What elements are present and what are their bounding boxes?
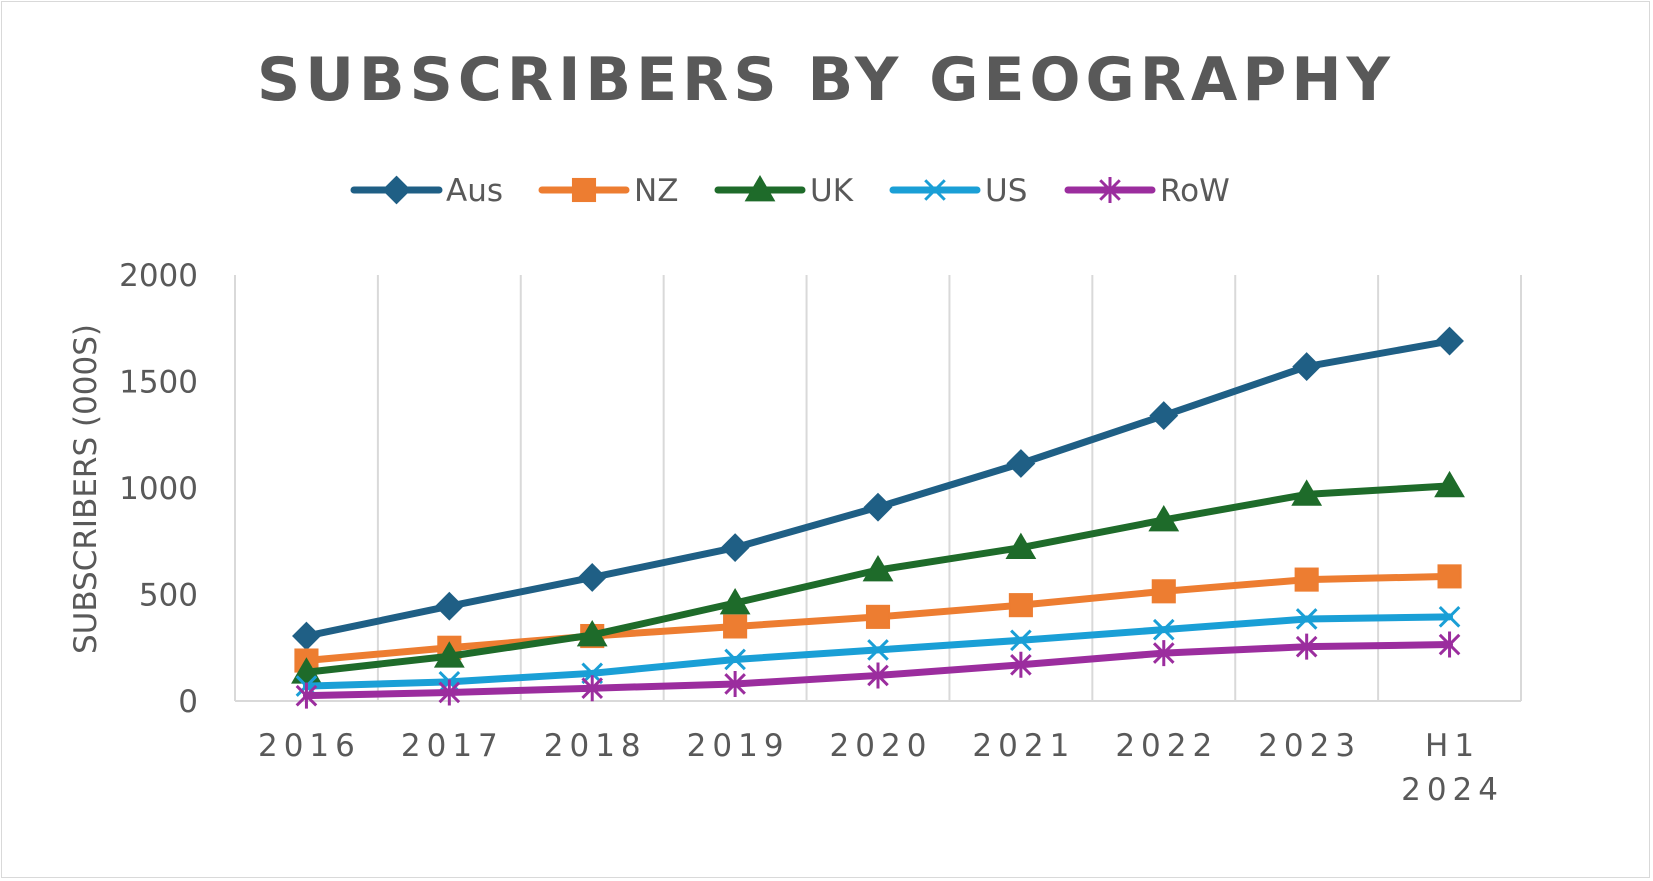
data-point-nz (723, 614, 748, 639)
data-point-uk (576, 619, 608, 647)
x-tick-label: 2021 (972, 728, 1075, 764)
data-point-us (1295, 608, 1318, 630)
x-tick-label: H1 2024 (1401, 728, 1504, 808)
legend-marker (1099, 177, 1121, 203)
data-point-nz (1437, 564, 1462, 589)
x-tick-label: 2016 (258, 728, 361, 764)
x-tick-label: 2022 (1115, 728, 1218, 764)
data-point-row (581, 675, 604, 702)
series-row (295, 631, 1461, 709)
x-tick-label: 2019 (687, 728, 790, 764)
y-tick-label: 500 (139, 578, 198, 614)
legend-item-row: RoW (1064, 173, 1230, 209)
legend-marker (924, 179, 946, 201)
data-point-aus (577, 563, 607, 592)
data-point-row (1152, 640, 1175, 667)
data-point-row (867, 662, 889, 689)
data-point-aus (1435, 326, 1464, 356)
gridlines (234, 275, 1522, 701)
data-point-aus (720, 533, 750, 563)
data-point-row (438, 679, 461, 706)
legend-marker (744, 175, 776, 202)
legend-item-us: US (889, 173, 1027, 209)
data-point-uk (433, 641, 465, 668)
chart-title: SUBSCRIBERS BY GEOGRAPHY (257, 45, 1395, 115)
data-point-us (1010, 629, 1032, 652)
legend-item-uk: UK (714, 173, 854, 209)
legend-marker (571, 177, 597, 203)
data-point-us (867, 639, 889, 661)
data-point-uk (862, 555, 894, 582)
data-point-aus (292, 621, 321, 651)
data-point-aus (1149, 401, 1179, 430)
data-point-us (1438, 606, 1461, 628)
data-point-us (1152, 618, 1175, 641)
data-point-nz (1294, 567, 1319, 592)
series-aus (292, 326, 1464, 651)
legend-marker (382, 175, 411, 205)
y-axis-label: SUBSCRIBERS (000S) (68, 324, 104, 654)
axes: 0 500 1000 1500 2000 2016 2017 2018 2019 2020 2021… (119, 258, 1521, 808)
data-point-aus (1006, 449, 1036, 478)
y-tick-label: 1000 (119, 471, 198, 507)
data-point-nz (1151, 579, 1176, 604)
data-point-row (1438, 631, 1461, 658)
legend: Aus NZ UK US RoW (350, 173, 1230, 209)
legend-label: UK (810, 173, 854, 209)
data-point-uk (1291, 479, 1323, 506)
data-point-aus (434, 591, 464, 621)
data-point-nz (1008, 593, 1033, 618)
legend-label: Aus (446, 173, 503, 209)
y-tick-label: 2000 (119, 258, 198, 294)
x-tick-label: 2018 (544, 728, 647, 764)
y-tick-label: 1500 (119, 365, 198, 401)
data-point-uk (1148, 504, 1180, 532)
data-point-row (295, 682, 318, 709)
data-point-aus (863, 492, 893, 522)
data-point-uk (1005, 532, 1037, 560)
x-tick-label: 2023 (1258, 728, 1361, 764)
x-tick-label: 2020 (830, 728, 933, 764)
data-point-row (1295, 633, 1318, 660)
series-layer (291, 326, 1465, 709)
legend-label: RoW (1160, 173, 1230, 209)
series-uk (291, 470, 1465, 684)
legend-item-nz: NZ (538, 173, 678, 209)
y-tick-label: 0 (178, 684, 198, 720)
data-point-uk (1434, 470, 1465, 498)
series-line-aus (302, 337, 1454, 640)
legend-label: NZ (634, 173, 678, 209)
legend-label: US (985, 173, 1027, 209)
data-point-nz (865, 604, 891, 629)
x-tick-label: 2017 (401, 728, 504, 764)
data-point-uk (719, 588, 751, 615)
legend-item-aus: Aus (350, 173, 503, 209)
data-point-row (724, 670, 746, 697)
data-point-row (1010, 651, 1032, 678)
data-point-aus (1292, 352, 1322, 382)
data-point-us (724, 648, 746, 671)
